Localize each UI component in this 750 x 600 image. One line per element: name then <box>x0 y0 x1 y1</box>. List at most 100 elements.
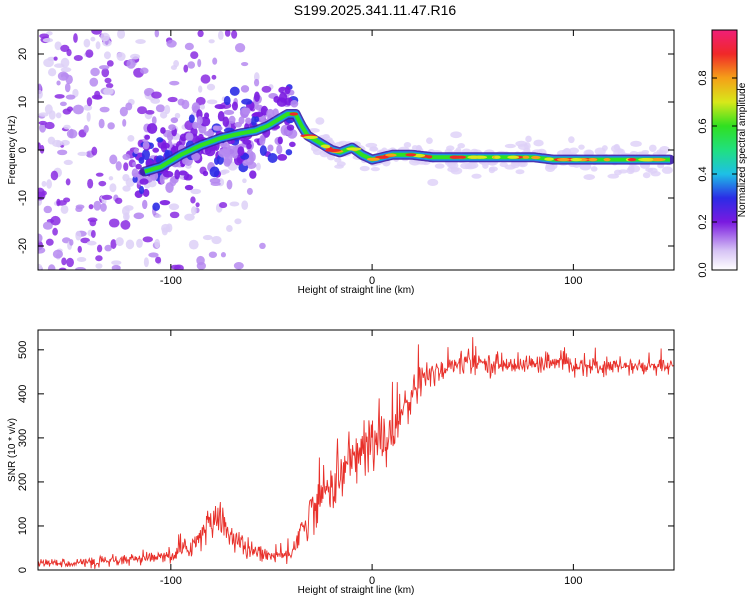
heatmap-cell <box>162 142 170 149</box>
heatmap-cell <box>125 102 133 111</box>
heatmap-cell <box>403 142 412 148</box>
heatmap-cell <box>148 252 159 258</box>
heatmap-cell <box>259 145 267 156</box>
top-x-tick-label: 0 <box>369 275 375 287</box>
ridge-hotspot <box>455 155 467 159</box>
ridge-hotspot <box>375 155 389 159</box>
heatmap-cell <box>43 58 54 68</box>
heatmap-cell <box>125 177 135 187</box>
heatmap-cell <box>156 137 164 143</box>
heatmap-cell <box>607 173 620 179</box>
heatmap-cell <box>98 65 110 70</box>
heatmap-cell <box>267 153 278 164</box>
heatmap-cell <box>447 166 459 173</box>
heatmap-cell <box>533 139 544 147</box>
ridge-hotspot <box>366 157 380 161</box>
heatmap-cell <box>123 212 130 221</box>
heatmap-cell <box>143 257 149 268</box>
top-x-axis-label: Height of straight line (km) <box>298 285 415 296</box>
heatmap-cell <box>64 82 71 93</box>
heatmap-cell <box>122 118 127 127</box>
heatmap-cell <box>106 60 114 67</box>
heatmap-cell <box>334 157 342 163</box>
heatmap-cell <box>104 244 112 252</box>
ridge-hotspot <box>289 112 299 116</box>
heatmap-cell <box>229 201 240 207</box>
heatmap-cell <box>142 188 150 197</box>
heatmap-cell <box>336 161 346 167</box>
heatmap-cell <box>54 94 65 99</box>
heatmap-cell <box>220 252 226 258</box>
heatmap-cell <box>66 257 74 268</box>
heatmap-cell <box>578 144 585 150</box>
heatmap-cell <box>198 85 203 93</box>
heatmap-cell <box>239 107 250 119</box>
heatmap-cell <box>116 52 126 61</box>
heatmap-cell <box>93 95 103 100</box>
heatmap-cell <box>471 173 482 179</box>
heatmap-ridge-layer <box>139 109 674 177</box>
heatmap-cell <box>234 43 246 53</box>
heatmap-cell <box>130 53 141 60</box>
heatmap-cell <box>88 204 94 210</box>
heatmap-cell <box>101 194 113 200</box>
heatmap-cell <box>196 116 203 126</box>
heatmap-cell <box>450 131 462 139</box>
heatmap-cell <box>276 144 283 155</box>
heatmap-cell <box>119 106 128 117</box>
heatmap-cell <box>231 30 238 39</box>
heatmap-cell <box>649 144 657 153</box>
heatmap-cell <box>286 124 295 131</box>
heatmap-cell <box>73 33 78 43</box>
heatmap-cell <box>45 238 54 246</box>
heatmap-cell <box>65 178 71 186</box>
ridge-hotspot <box>570 158 582 162</box>
heatmap-cell <box>202 234 213 241</box>
top-y-tick-label: -10 <box>17 190 29 206</box>
heatmap-cell <box>155 104 165 113</box>
heatmap-cell <box>289 141 296 148</box>
heatmap-cell <box>183 64 189 73</box>
heatmap-cell <box>123 162 129 172</box>
heatmap-cell <box>370 167 380 172</box>
heatmap-cell <box>91 30 102 35</box>
heatmap-cell <box>218 148 229 158</box>
heatmap-cell <box>246 187 253 195</box>
heatmap-cell <box>43 205 53 214</box>
snr-line-layer <box>38 337 674 569</box>
heatmap-cell <box>151 91 162 99</box>
heatmap-cell <box>613 169 622 176</box>
heatmap-cell <box>60 67 72 73</box>
heatmap-cell <box>164 104 171 115</box>
heatmap-cell <box>563 147 572 155</box>
heatmap-cell <box>226 179 233 190</box>
top-y-tick-label: -20 <box>17 238 29 254</box>
heatmap-cell <box>125 239 135 250</box>
heatmap-cell <box>142 236 153 243</box>
ridge-hotspot <box>649 158 666 162</box>
heatmap-cell <box>109 154 118 165</box>
colorbar-tick-label: 0.4 <box>697 166 709 181</box>
heatmap-cell <box>190 51 199 60</box>
heatmap-cell <box>165 182 174 193</box>
heatmap-cell <box>174 112 181 119</box>
heatmap-cell <box>47 264 56 270</box>
ridge-hotspot <box>385 153 397 157</box>
heatmap-cell <box>115 161 122 171</box>
heatmap-cell <box>185 132 194 142</box>
heatmap-cell <box>252 111 264 118</box>
heatmap-cell <box>87 178 94 189</box>
heatmap-cell <box>166 223 173 233</box>
ridge-hotspot <box>468 155 480 159</box>
heatmap-cell <box>38 263 43 270</box>
heatmap-cell <box>86 97 93 107</box>
heatmap-cell <box>168 203 180 211</box>
heatmap-cell <box>544 164 556 172</box>
heatmap-cell <box>46 179 52 189</box>
heatmap-cell <box>184 213 195 221</box>
heatmap-cell <box>111 260 122 266</box>
heatmap-cell <box>160 127 166 134</box>
heatmap-cell <box>122 185 131 192</box>
heatmap-cell <box>42 37 54 43</box>
